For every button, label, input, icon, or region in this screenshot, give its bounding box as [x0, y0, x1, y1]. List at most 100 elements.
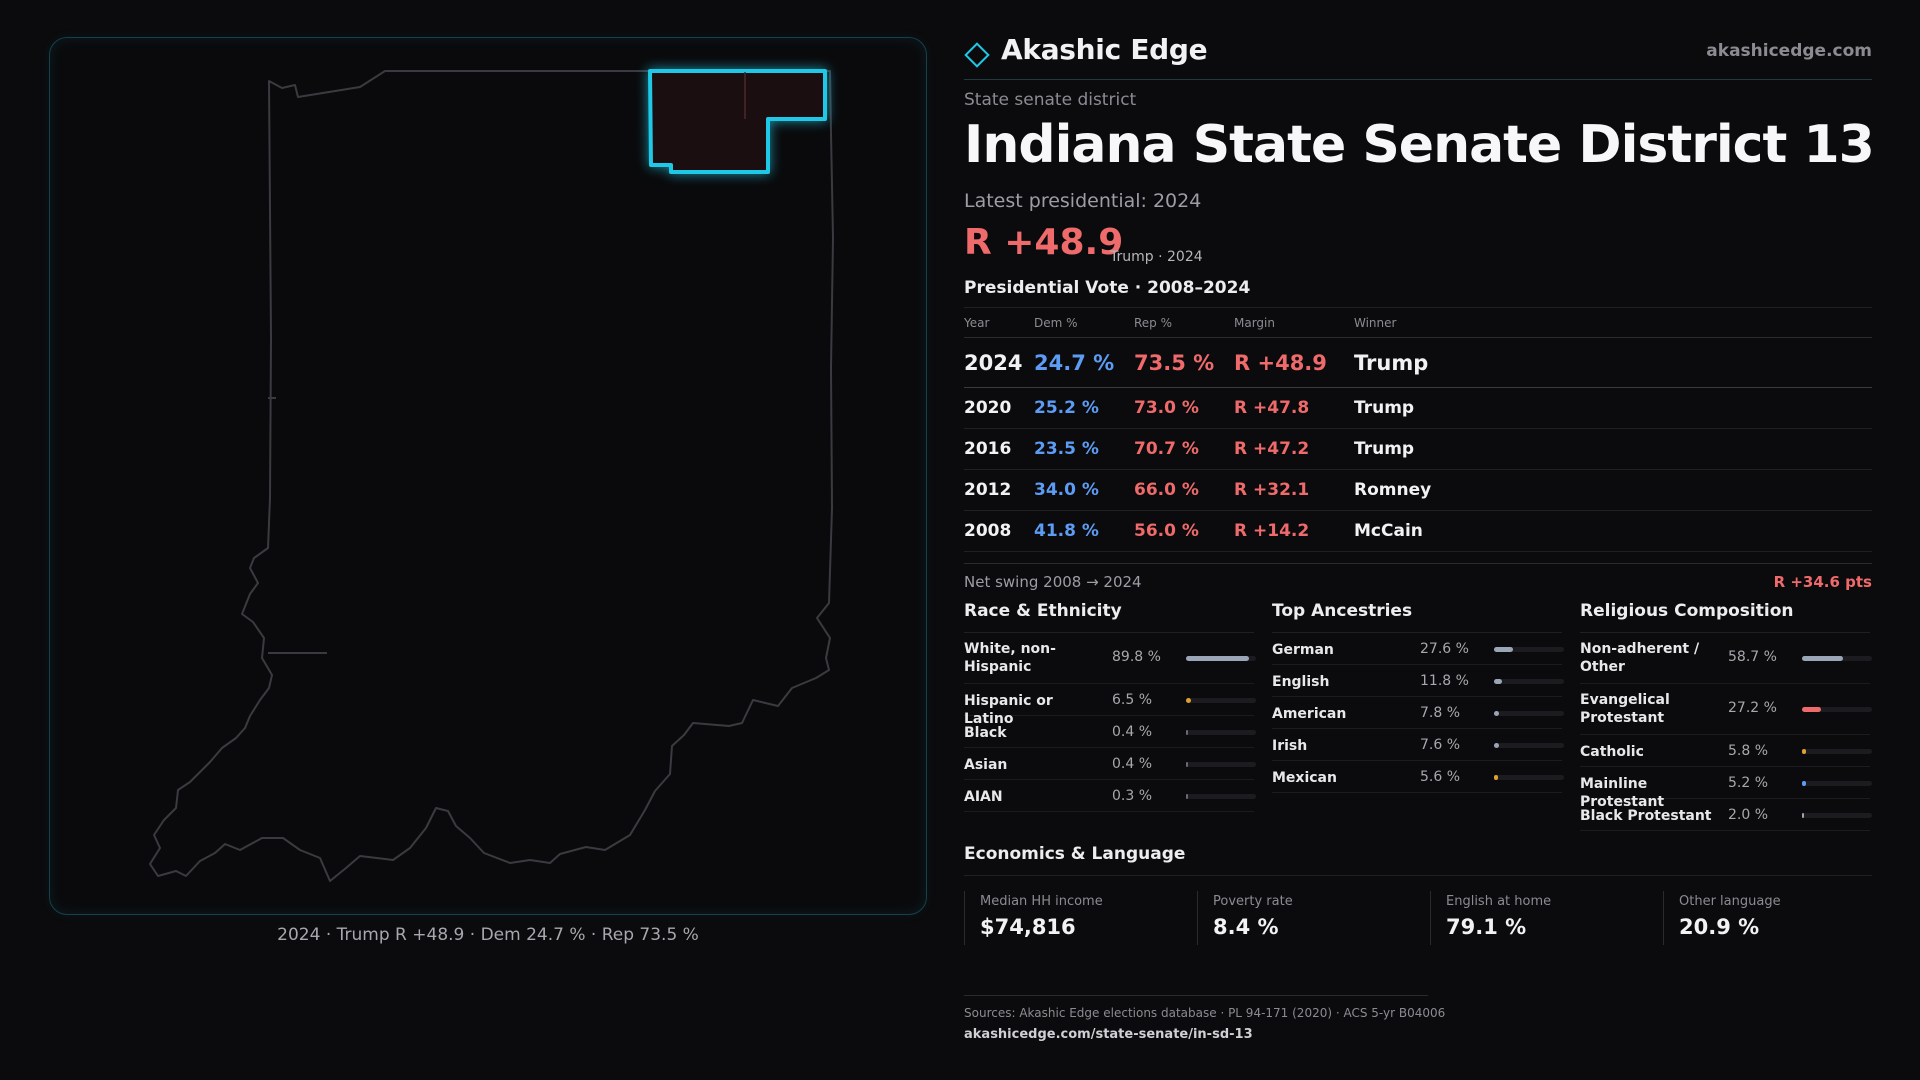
bar-track	[1494, 647, 1564, 652]
net-swing-label: Net swing 2008 → 2024	[964, 573, 1142, 591]
stat-value: $74,816	[980, 915, 1076, 939]
stat-other-language: Other language 20.9 %	[1663, 891, 1863, 945]
item-value: 0.3 %	[1112, 788, 1153, 804]
table-row: 2024 24.7 % 73.5 % R +48.9 Trump	[964, 337, 1872, 388]
section-title: Race & Ethnicity	[964, 601, 1254, 633]
list-item: Evangelical Protestant 27.2 %	[1580, 684, 1872, 735]
bar-track	[1802, 781, 1872, 786]
bar-fill	[1494, 743, 1500, 748]
item-value: 7.8 %	[1420, 705, 1461, 721]
year-cell: 2020	[964, 387, 1034, 429]
winner-cell: McCain	[1354, 510, 1872, 552]
table-row: 2020 25.2 % 73.0 % R +47.8 Trump	[964, 387, 1872, 429]
item-label: Non-adherent / Other	[1580, 641, 1700, 675]
bar-track	[1186, 698, 1256, 703]
headline-margin-note: Trump · 2024	[1110, 249, 1203, 265]
bar-track	[1494, 743, 1564, 748]
rep-cell: 66.0 %	[1134, 469, 1234, 511]
list-item: Catholic 5.8 %	[1580, 735, 1872, 767]
brand-url[interactable]: akashicedge.com	[1706, 41, 1872, 61]
table-header-row: Year Dem % Rep % Margin Winner	[964, 307, 1872, 338]
bar-fill	[1802, 813, 1805, 818]
item-label: German	[1272, 642, 1334, 658]
item-label: Asian	[964, 757, 1008, 773]
bar-track	[1186, 762, 1256, 767]
list-item: English 11.8 %	[1272, 665, 1564, 697]
diamond-icon	[964, 42, 990, 68]
item-value: 27.2 %	[1728, 700, 1777, 716]
item-label: White, non-Hispanic	[964, 641, 1056, 675]
winner-cell: Trump	[1354, 428, 1872, 470]
bar-fill	[1186, 762, 1189, 767]
stat-median-income: Median HH income $74,816	[964, 891, 1164, 945]
bar-fill	[1494, 679, 1503, 684]
source-link[interactable]: akashicedge.com/state-senate/in-sd-13	[964, 1027, 1253, 1042]
bar-track	[1802, 707, 1872, 712]
item-label: Irish	[1272, 738, 1308, 754]
stat-value: 20.9 %	[1679, 915, 1760, 939]
list-item: Asian 0.4 %	[964, 748, 1256, 780]
column-header-dem: Dem %	[1034, 307, 1134, 338]
winner-cell: Trump	[1354, 337, 1872, 388]
item-value: 0.4 %	[1112, 724, 1153, 740]
district-kind: State senate district	[964, 90, 1137, 110]
item-label: English	[1272, 674, 1330, 690]
bar-fill	[1802, 749, 1807, 754]
list-item: German 27.6 %	[1272, 633, 1564, 665]
dem-cell: 34.0 %	[1034, 469, 1134, 511]
list-item: AIAN 0.3 %	[964, 780, 1256, 812]
item-label: Mainline Protestant	[1580, 776, 1665, 810]
item-label: Catholic	[1580, 744, 1644, 760]
latest-presidential-label: Latest presidential: 2024	[964, 190, 1202, 212]
item-value: 5.8 %	[1728, 743, 1769, 759]
dem-cell: 24.7 %	[1034, 337, 1134, 388]
table-row: 2008 41.8 % 56.0 % R +14.2 McCain	[964, 510, 1872, 552]
item-value: 89.8 %	[1112, 649, 1161, 665]
bar-track	[1802, 656, 1872, 661]
presidential-vote-title: Presidential Vote · 2008–2024	[964, 278, 1251, 298]
net-swing-value: R +34.6 pts	[1773, 573, 1872, 591]
bar-track	[1494, 775, 1564, 780]
map-caption: 2024 · Trump R +48.9 · Dem 24.7 % · Rep …	[277, 925, 699, 945]
stat-value: 8.4 %	[1213, 915, 1279, 939]
margin-cell: R +47.2	[1234, 428, 1354, 470]
brand-name[interactable]: Akashic Edge	[1001, 33, 1208, 66]
year-cell: 2024	[964, 337, 1034, 388]
item-value: 27.6 %	[1420, 641, 1469, 657]
list-item: Mexican 5.6 %	[1272, 761, 1564, 793]
table-row: 2016 23.5 % 70.7 % R +47.2 Trump	[964, 428, 1872, 470]
bar-track	[1494, 679, 1564, 684]
bar-track	[1494, 711, 1564, 716]
rep-cell: 73.0 %	[1134, 387, 1234, 429]
item-label: Evangelical Protestant	[1580, 692, 1670, 726]
info-panel: Akashic Edge akashicedge.com State senat…	[964, 0, 1875, 1080]
stat-label: English at home	[1446, 894, 1552, 909]
column-header-year: Year	[964, 307, 1034, 338]
item-value: 2.0 %	[1728, 807, 1769, 823]
item-value: 0.4 %	[1112, 756, 1153, 772]
stat-label: Other language	[1679, 894, 1781, 909]
item-label: Black	[964, 725, 1007, 741]
list-item: Black 0.4 %	[964, 716, 1256, 748]
bar-track	[1186, 794, 1256, 799]
district-13-shape[interactable]	[648, 69, 827, 174]
bar-fill	[1186, 730, 1189, 735]
district-map[interactable]	[49, 37, 927, 915]
margin-cell: R +48.9	[1234, 337, 1354, 388]
bar-fill	[1186, 794, 1189, 799]
list-item: White, non-Hispanic 89.8 %	[964, 633, 1256, 684]
item-label: Mexican	[1272, 770, 1337, 786]
section-title: Religious Composition	[1580, 601, 1870, 633]
bar-fill	[1186, 656, 1249, 661]
item-label: American	[1272, 706, 1347, 722]
margin-cell: R +32.1	[1234, 469, 1354, 511]
list-item: Black Protestant 2.0 %	[1580, 799, 1872, 831]
item-value: 7.6 %	[1420, 737, 1461, 753]
indiana-map	[149, 69, 834, 882]
bar-track	[1186, 656, 1256, 661]
stat-value: 79.1 %	[1446, 915, 1527, 939]
stat-english-at-home: English at home 79.1 %	[1430, 891, 1630, 945]
bar-track	[1802, 813, 1872, 818]
economics-title: Economics & Language	[964, 844, 1872, 876]
section-title: Top Ancestries	[1272, 601, 1562, 633]
